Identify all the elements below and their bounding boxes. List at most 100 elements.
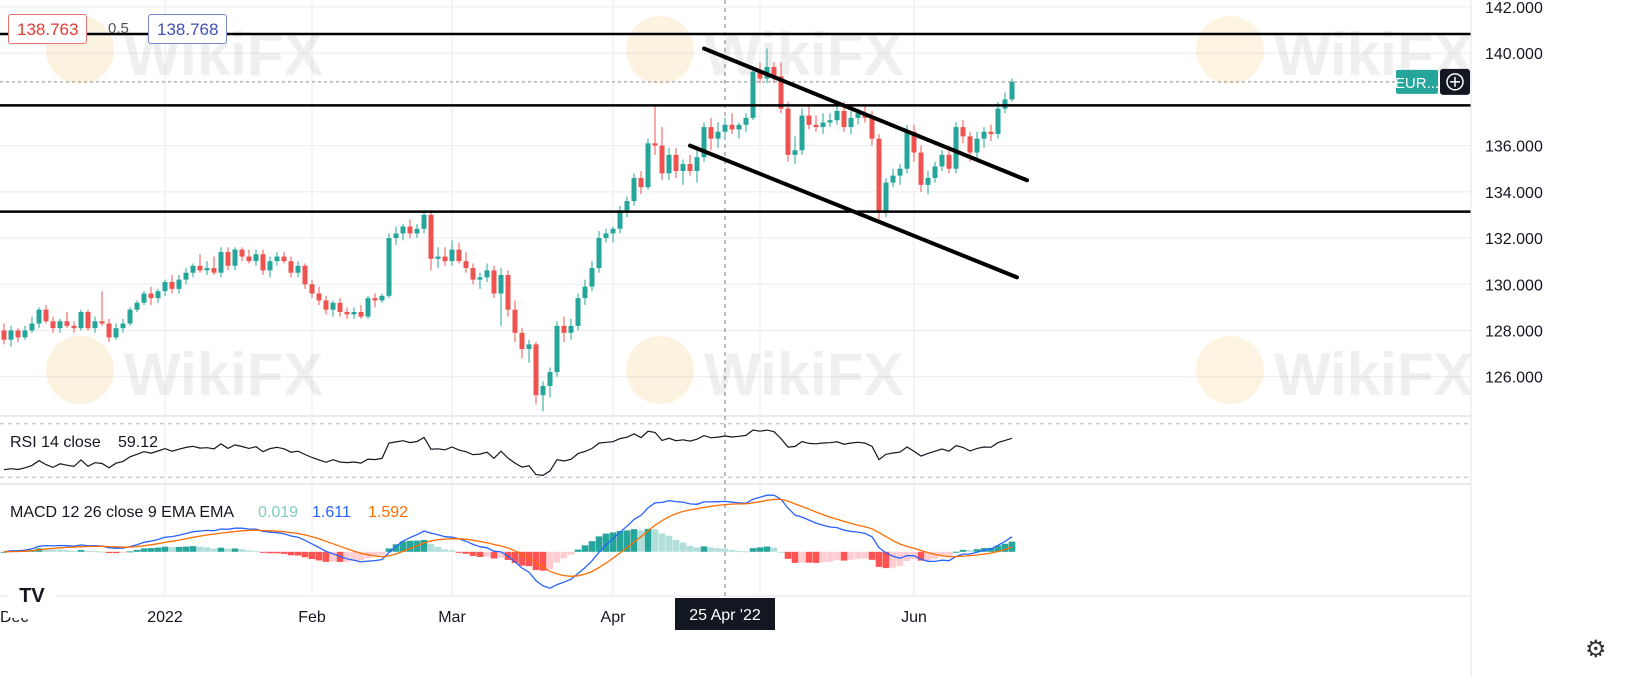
macd-histogram-bar	[791, 551, 799, 563]
macd-histogram-bar	[840, 551, 848, 561]
candle	[92, 316, 98, 333]
macd-histogram-bar	[378, 551, 386, 555]
plus-circle-icon[interactable]	[1440, 68, 1470, 95]
candle	[953, 122, 959, 174]
candle	[519, 328, 525, 359]
candle-body	[855, 113, 861, 118]
candle-body	[239, 249, 245, 257]
candle-body	[652, 143, 658, 146]
channel-trendline[interactable]	[702, 46, 1029, 183]
candle	[344, 307, 350, 319]
candle-body	[85, 312, 91, 329]
candle	[470, 263, 476, 285]
gear-icon[interactable]: ⚙	[1585, 635, 1607, 663]
candle	[358, 305, 364, 319]
candle-body	[162, 281, 168, 292]
candle-body	[155, 291, 161, 299]
candle	[995, 101, 1001, 139]
y-tick-label: 130.000	[1485, 277, 1543, 294]
candle	[302, 263, 308, 289]
macd-histogram-bar	[168, 547, 176, 552]
candle-body	[477, 277, 483, 280]
macd-histogram-bar	[987, 547, 995, 552]
candle-body	[967, 136, 973, 153]
candle-body	[337, 302, 343, 312]
macd-histogram-bar	[665, 535, 673, 552]
macd-histogram-bar	[0, 551, 8, 553]
y-tick-label: 136.000	[1485, 139, 1543, 156]
macd-histogram-bar	[476, 551, 484, 557]
macd-label: MACD 12 26 close 9 EMA EMA	[10, 504, 234, 521]
candle-body	[743, 117, 749, 125]
bid-price-button[interactable]: 138.763	[8, 14, 88, 44]
candle	[631, 173, 637, 206]
candle	[428, 210, 434, 271]
candle	[8, 325, 14, 347]
candle-body	[204, 268, 210, 271]
candle	[876, 134, 882, 220]
macd-histogram-bar	[581, 545, 589, 552]
candle	[421, 210, 427, 234]
candle-body	[904, 131, 910, 169]
macd-histogram-bar	[707, 547, 715, 552]
candle	[1002, 92, 1008, 114]
channel-trendline[interactable]	[688, 143, 1019, 280]
candle	[638, 171, 644, 195]
candle	[701, 122, 707, 162]
macd-pane: MACD 12 26 close 9 EMA EMA 0.019 1.611 1.59…	[0, 483, 1525, 589]
macd-histogram-bar	[973, 549, 981, 552]
candle	[281, 251, 287, 264]
macd-histogram-bar	[861, 551, 869, 559]
watermark-logo-icon	[626, 336, 694, 404]
candle-body	[29, 323, 35, 331]
candle	[120, 318, 126, 333]
tradingview-logo-icon[interactable]: TV	[8, 574, 56, 618]
macd-histogram-bar	[315, 551, 323, 561]
candle-body	[43, 309, 49, 322]
macd-histogram-bar	[343, 551, 351, 562]
candle-body	[407, 226, 413, 234]
rsi-line	[3, 429, 1013, 477]
candle	[827, 113, 833, 128]
candle	[981, 127, 987, 148]
watermark-logo-icon	[626, 16, 694, 84]
macd-histogram-bar	[1008, 541, 1016, 552]
candle	[743, 113, 749, 132]
rsi-label: RSI 14 close	[10, 434, 101, 451]
candle-body	[981, 131, 987, 139]
spread-value: 0.5	[108, 20, 129, 37]
candle	[449, 240, 455, 266]
candle	[834, 106, 840, 125]
candle	[1, 323, 7, 345]
candle-body	[778, 76, 784, 109]
candle	[582, 279, 588, 306]
candle	[78, 309, 84, 331]
macd-signal-value: 1.592	[368, 504, 408, 521]
candle	[330, 300, 336, 317]
candle-body	[799, 115, 805, 151]
candle-body	[680, 164, 686, 172]
candle-body	[351, 312, 357, 315]
macd-histogram-bar	[42, 548, 50, 552]
macd-histogram-bar	[483, 551, 491, 557]
candle-body	[183, 272, 189, 280]
macd-histogram-bar	[847, 551, 855, 560]
candle	[379, 293, 385, 303]
candle-body	[687, 164, 693, 172]
wikifx-watermark: WikiFX	[46, 336, 323, 408]
candle	[267, 256, 273, 278]
candle-body	[316, 293, 322, 301]
candle	[148, 286, 154, 306]
candle-body	[701, 127, 707, 158]
candle-body	[15, 330, 21, 338]
candle	[687, 154, 693, 176]
candle-body	[365, 298, 371, 317]
macd-histogram-bar	[182, 546, 190, 552]
watermark-text: WikiFX	[124, 341, 323, 408]
macd-histogram-bar	[777, 551, 785, 553]
ask-price-button[interactable]: 138.768	[148, 14, 228, 44]
candle-body	[1, 330, 7, 340]
candle-body	[925, 177, 931, 185]
trend-channel[interactable]	[688, 46, 1029, 280]
